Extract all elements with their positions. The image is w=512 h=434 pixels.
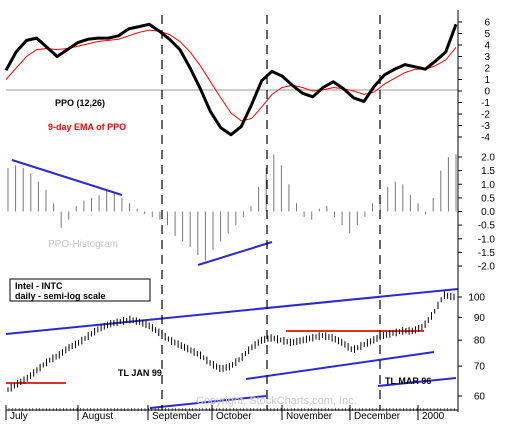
month-label: September <box>152 411 202 422</box>
ppo-tick-label: -2 <box>481 110 490 121</box>
lower-trendline <box>149 395 267 409</box>
histogram-title: PPO-Histogram <box>48 239 118 250</box>
copyright-text: Copyright, StockCharts.com, Inc. <box>196 395 357 407</box>
price-panel: 100 90 80 70 60 Intel - INTC daily - semi-lo… <box>5 278 485 409</box>
histogram-trendline-down <box>11 159 123 196</box>
histogram-panel: 2.0 1.5 1.0 0.5 0.0 -0.5 -1.0 -1.5 -2.0 PPO-Hist… <box>7 153 495 273</box>
month-label: July <box>10 411 28 422</box>
price-y-axis: 100 90 80 70 60 <box>458 293 485 403</box>
histogram-tick-label: -1.5 <box>478 248 496 259</box>
ppo-tick-label: 4 <box>484 41 490 52</box>
ppo-tick-label: -1 <box>481 98 490 109</box>
histogram-tick-label: 0.5 <box>481 193 495 204</box>
histogram-trendline-up <box>197 241 273 266</box>
ppo-tick-label: -3 <box>481 121 490 132</box>
price-tick-label: 100 <box>468 293 485 304</box>
month-label: December <box>354 411 401 422</box>
month-label: October <box>216 411 252 422</box>
ema-legend-label: 9-day EMA of PPO <box>48 122 126 132</box>
scale-label: daily - semi-log scale <box>15 291 106 301</box>
ppo-tick-label: 6 <box>484 18 490 29</box>
histogram-tick-label: 1.5 <box>481 166 495 177</box>
histogram-tick-label: -2.0 <box>478 262 496 273</box>
price-upper-trendline <box>5 288 459 335</box>
ema-series-line <box>5 29 457 122</box>
tl-jan-99-trendline <box>245 351 435 380</box>
x-axis: July August September October November Decemb… <box>5 405 458 422</box>
ppo-tick-label: 3 <box>484 52 490 63</box>
tl-mar-label: TL MAR 96 <box>385 376 431 386</box>
price-tick-label: 90 <box>474 313 486 324</box>
histogram-tick-label: 1.0 <box>481 180 495 191</box>
price-tick-label: 80 <box>474 336 486 347</box>
histogram-tick-label: -0.5 <box>478 221 496 232</box>
histogram-tick-label: 2.0 <box>481 153 495 164</box>
ticker-label: Intel - INTC <box>15 281 63 291</box>
histogram-tick-label: 0.0 <box>481 207 495 218</box>
ppo-tick-label: 1 <box>484 75 490 86</box>
tl-jan-label: TL JAN 99 <box>118 368 162 378</box>
histogram-bars <box>7 154 457 261</box>
legend-box <box>9 278 151 302</box>
ppo-tick-label: 5 <box>484 29 490 40</box>
month-label: August <box>82 411 113 422</box>
month-ticks: July August September October November Decemb… <box>5 405 455 422</box>
price-bars <box>7 291 455 392</box>
ppo-tick-label: 0 <box>484 87 490 98</box>
histogram-tick-label: -1.0 <box>478 234 496 245</box>
histogram-y-axis: 2.0 1.5 1.0 0.5 0.0 -0.5 -1.0 -1.5 -2.0 <box>458 153 495 273</box>
ppo-series-line <box>4 22 458 137</box>
price-tick-label: 70 <box>474 362 486 373</box>
ppo-tick-label: 2 <box>484 64 490 75</box>
tl-mar-96-trendline <box>377 377 457 387</box>
price-tick-label: 60 <box>474 392 486 403</box>
month-label: November <box>286 411 333 422</box>
ppo-legend-label: PPO (12,26) <box>55 98 105 108</box>
event-dividers <box>161 15 381 410</box>
month-label: 2000 <box>422 411 445 422</box>
ppo-tick-label: -4 <box>481 133 490 144</box>
